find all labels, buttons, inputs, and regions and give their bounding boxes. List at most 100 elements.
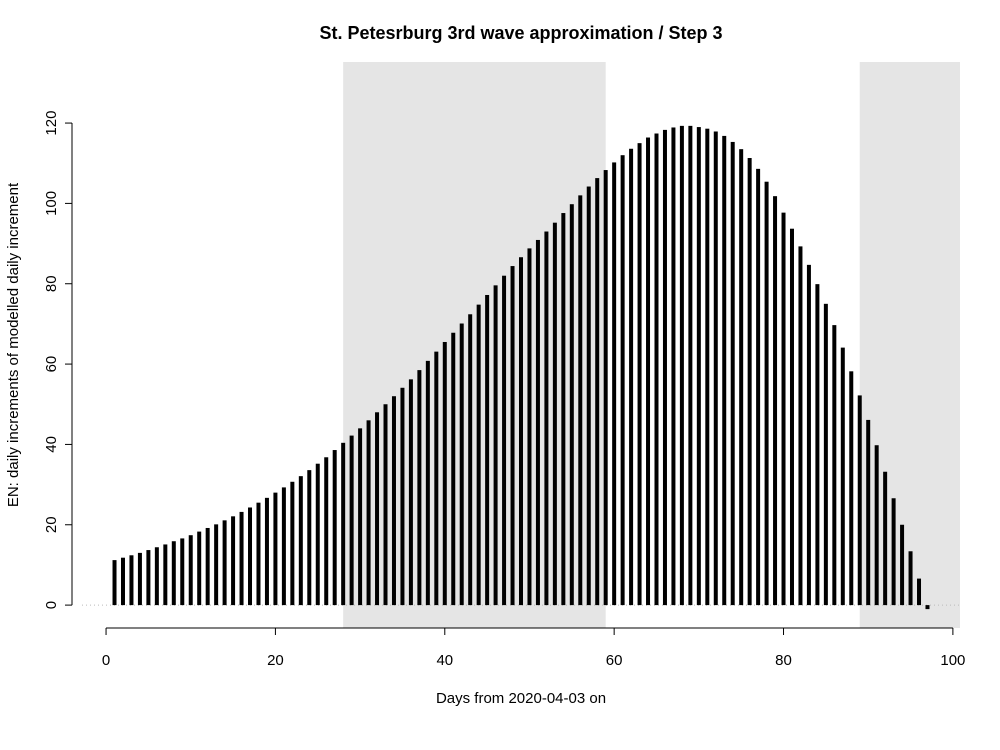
bar — [188, 535, 193, 606]
bar — [239, 511, 244, 606]
bar — [298, 476, 303, 606]
bar — [773, 196, 778, 606]
bar — [510, 266, 515, 606]
bar — [442, 341, 447, 606]
bar — [417, 370, 422, 606]
x-tick-label: 60 — [606, 652, 623, 669]
bar — [595, 178, 600, 606]
bar — [849, 371, 854, 606]
bar — [375, 412, 380, 606]
bar — [366, 420, 371, 606]
bar — [840, 347, 845, 606]
bar — [485, 294, 490, 606]
bar — [493, 285, 498, 606]
y-tick-label: 20 — [43, 516, 60, 533]
bar — [163, 544, 168, 606]
bar — [180, 538, 185, 606]
bar — [696, 127, 701, 606]
x-axis-label: Days from 2020-04-03 on — [436, 690, 606, 707]
bar — [112, 560, 117, 606]
bar — [713, 131, 718, 606]
bar — [544, 231, 549, 606]
bar — [883, 471, 888, 606]
bar — [722, 135, 727, 606]
bar — [205, 527, 210, 606]
bar — [502, 275, 507, 606]
bar — [341, 442, 346, 606]
bar — [171, 541, 176, 606]
y-tick-label: 0 — [43, 601, 60, 609]
bar — [468, 314, 473, 606]
bar — [527, 248, 532, 606]
bar — [891, 498, 896, 606]
bar — [671, 127, 676, 606]
bar — [679, 125, 684, 606]
bar — [756, 168, 761, 606]
bar — [120, 557, 125, 606]
chart-title: St. Petesrburg 3rd wave approximation / … — [319, 23, 722, 43]
bar — [281, 487, 286, 606]
y-tick-label: 60 — [43, 356, 60, 373]
bar — [815, 284, 820, 606]
x-tick-label: 80 — [775, 652, 792, 669]
bar — [137, 552, 142, 606]
bar — [925, 605, 930, 610]
bar — [154, 547, 159, 606]
bar — [264, 497, 269, 606]
bar — [789, 228, 794, 606]
bar — [747, 158, 752, 606]
bar — [290, 481, 295, 606]
bar — [129, 555, 134, 606]
bar — [730, 141, 735, 606]
bar — [612, 162, 617, 606]
bar — [620, 155, 625, 606]
bar — [806, 264, 811, 606]
bar — [781, 212, 786, 606]
y-tick-label: 40 — [43, 436, 60, 453]
bar — [578, 195, 583, 606]
bar — [451, 332, 456, 606]
bar — [569, 204, 574, 606]
x-tick-label: 100 — [940, 652, 965, 669]
bar — [739, 149, 744, 606]
bar — [866, 419, 871, 606]
bar — [400, 387, 405, 606]
bar — [798, 246, 803, 606]
bar — [908, 551, 913, 606]
bar — [629, 148, 634, 606]
bar — [391, 396, 396, 606]
bar — [662, 129, 667, 606]
bar — [358, 428, 363, 606]
bar — [256, 502, 261, 606]
bar — [231, 516, 236, 606]
bar — [900, 524, 905, 606]
y-tick-label: 80 — [43, 275, 60, 292]
bar — [214, 524, 219, 606]
x-tick-label: 20 — [267, 652, 284, 669]
bar — [307, 470, 312, 606]
bar — [646, 137, 651, 606]
bar — [332, 450, 337, 606]
bar — [273, 492, 278, 606]
bar — [197, 531, 202, 606]
bar — [408, 379, 413, 606]
bar — [383, 404, 388, 606]
bar — [324, 457, 329, 606]
bar — [705, 128, 710, 606]
x-tick-label: 0 — [102, 652, 110, 669]
bar — [832, 325, 837, 606]
bar — [654, 133, 659, 606]
bar — [552, 222, 557, 606]
bar — [315, 463, 320, 606]
y-tick-label: 120 — [43, 111, 60, 136]
bar — [823, 303, 828, 606]
bar — [561, 213, 566, 606]
bar — [476, 304, 481, 606]
bar — [535, 239, 540, 606]
shaded-range — [343, 62, 606, 628]
y-tick-label: 100 — [43, 191, 60, 216]
x-tick-label: 40 — [436, 652, 453, 669]
bar — [222, 520, 227, 606]
bar — [586, 186, 591, 606]
